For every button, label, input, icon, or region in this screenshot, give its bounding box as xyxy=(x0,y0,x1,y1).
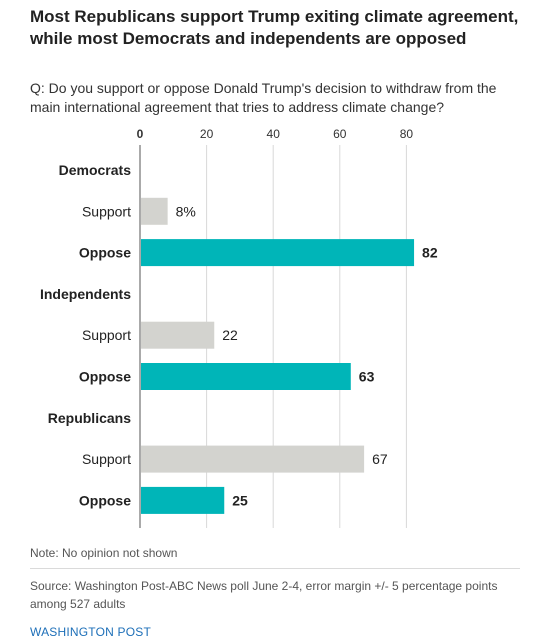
x-tick-label: 20 xyxy=(200,127,214,141)
bar-category-label: Support xyxy=(82,203,131,219)
x-tick-label: 40 xyxy=(267,127,281,141)
bar-democrats-support xyxy=(141,197,168,225)
x-tick-label: 60 xyxy=(333,127,347,141)
bar-category-label: Oppose xyxy=(79,492,131,508)
x-tick-label: 0 xyxy=(137,127,144,141)
bar-value-label: 8% xyxy=(176,203,196,219)
survey-question: Q: Do you support or oppose Donald Trump… xyxy=(30,80,497,115)
bar-value-label: 25 xyxy=(232,492,248,508)
bar-value-label: 22 xyxy=(222,327,238,343)
divider xyxy=(30,568,520,569)
bar-republicans-oppose xyxy=(141,486,225,514)
bar-category-label: Oppose xyxy=(79,245,131,261)
group-label: Democrats xyxy=(59,162,132,178)
bar-category-label: Support xyxy=(82,327,131,343)
group-label: Republicans xyxy=(48,410,131,426)
bar-category-label: Support xyxy=(82,451,131,467)
bar-value-label: 67 xyxy=(372,451,388,467)
source-text: Source: Washington Post-ABC News poll Ju… xyxy=(30,579,498,611)
bar-democrats-oppose xyxy=(141,239,415,267)
bar-independents-support xyxy=(141,321,215,349)
bar-independents-oppose xyxy=(141,363,351,390)
group-label: Independents xyxy=(40,286,131,302)
bar-category-label: Oppose xyxy=(79,369,131,385)
x-tick-label: 80 xyxy=(400,127,414,141)
chart-title: Most Republicans support Trump exiting c… xyxy=(30,7,519,48)
bar-value-label: 63 xyxy=(359,369,375,385)
bar-chart: 0 20 40 60 80 Democrats Support 8% Oppose 82 Indep… xyxy=(40,127,438,528)
bar-value-label: 82 xyxy=(422,245,438,261)
bar-republicans-support xyxy=(141,445,365,473)
chart-note: Note: No opinion not shown xyxy=(30,546,178,560)
publisher-credit: WASHINGTON POST xyxy=(30,625,152,639)
